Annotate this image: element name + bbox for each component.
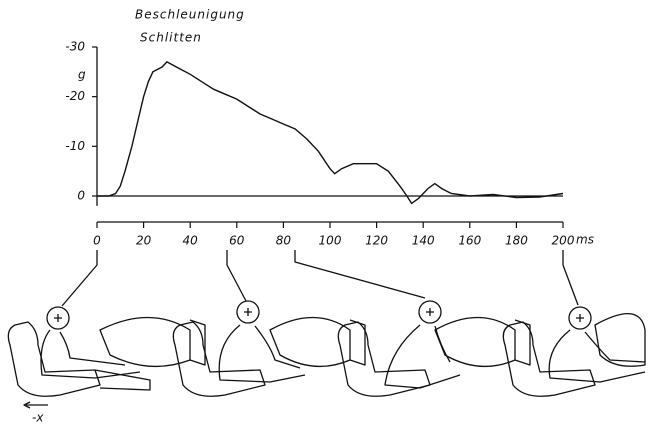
y-tick-label: 0 [77,189,85,203]
x-tick-label: 120 [365,234,388,248]
x-tick-label: 160 [458,234,481,248]
x-tick-label: 200 [552,234,575,248]
y-axis-label: g [78,68,86,82]
chart-title: Beschleunigung [135,8,245,22]
x-tick-label: 100 [319,234,342,248]
illustrations [8,250,645,408]
x-tick-label: 140 [412,234,435,248]
chart-subtitle: Schlitten [140,31,202,45]
x-tick-label: 0 [93,234,101,248]
chart: Beschleunigung Schlitten g ms -x [0,0,650,430]
x-tick-label: 80 [276,234,292,248]
x-tick-label: 60 [229,234,245,248]
x-tick-label: 20 [136,234,152,248]
y-tick-label: -10 [65,139,85,153]
y-tick-label: -30 [65,40,85,54]
y-tick-label: -20 [65,89,85,103]
annotation: -x [32,411,44,425]
x-tick-label: 40 [183,234,199,248]
x-axis-label: ms [576,233,594,247]
data-line [97,62,563,204]
x-tick-label: 180 [505,234,528,248]
